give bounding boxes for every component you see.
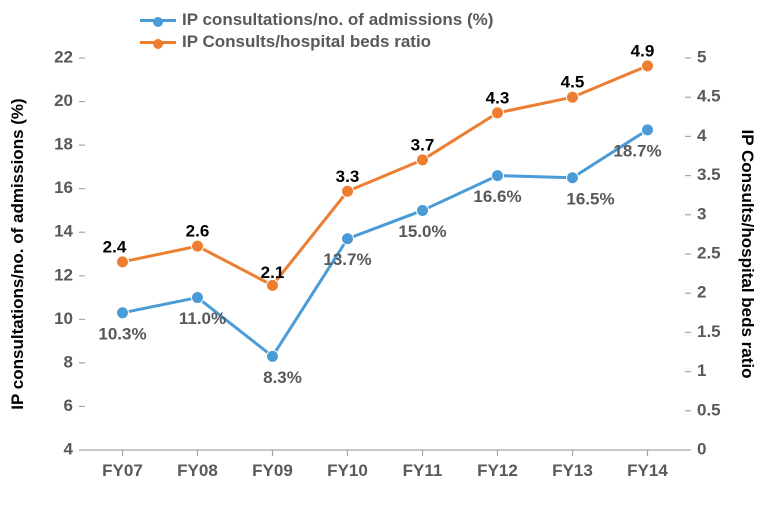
legend-line-icon (140, 19, 176, 22)
y-right-tick-label: 4 (697, 126, 707, 145)
value-label-admissions_pct: 18.7% (613, 141, 661, 160)
y-right-tick-label: 4.5 (697, 87, 721, 106)
value-label-beds_ratio: 2.6 (186, 222, 210, 241)
legend-line-icon (140, 41, 176, 44)
value-label-beds_ratio: 4.9 (631, 41, 655, 60)
legend-marker-icon (153, 17, 163, 27)
legend-label: IP Consults/hospital beds ratio (182, 32, 431, 52)
series-marker-beds_ratio (342, 185, 354, 197)
y-left-tick-label: 8 (64, 352, 73, 371)
value-label-beds_ratio: 4.5 (561, 73, 585, 92)
y-left-tick-label: 22 (54, 47, 73, 66)
series-marker-beds_ratio (117, 256, 129, 268)
series-marker-beds_ratio (567, 91, 579, 103)
x-tick-label: FY08 (177, 461, 218, 480)
y-right-tick-label: 1 (697, 361, 706, 380)
series-marker-admissions_pct (567, 172, 579, 184)
y-right-tick-label: 2.5 (697, 243, 721, 262)
chart-container: 4 6 8 10 12 14 16 18 20 22 0 0.5 1 1.5 2 2.5 3 3.5 4 4.5 5 FY… (0, 0, 765, 505)
x-tick-label: FY12 (477, 461, 518, 480)
legend: IP consultations/no. of admissions (%)IP… (140, 10, 493, 54)
series-marker-admissions_pct (117, 307, 129, 319)
value-label-admissions_pct: 11.0% (179, 309, 226, 328)
x-tick-label: FY11 (403, 461, 443, 480)
value-label-beds_ratio: 2.4 (103, 237, 127, 256)
x-tick-label: FY07 (102, 461, 143, 480)
legend-item: IP consultations/no. of admissions (%) (140, 10, 493, 30)
x-tick-label: FY14 (627, 461, 668, 480)
y-right-tick-label: 3 (697, 204, 706, 223)
value-label-beds_ratio: 4.3 (486, 88, 510, 107)
legend-item: IP Consults/hospital beds ratio (140, 32, 493, 52)
series-marker-beds_ratio (642, 60, 654, 72)
y-left-tick-label: 4 (64, 439, 74, 458)
chart-svg: 4 6 8 10 12 14 16 18 20 22 0 0.5 1 1.5 2 2.5 3 3.5 4 4.5 5 FY… (0, 0, 765, 505)
x-tick-label: FY13 (552, 461, 593, 480)
value-label-admissions_pct: 8.3% (263, 368, 302, 387)
value-label-admissions_pct: 16.6% (473, 187, 521, 206)
y-axis-left-title: IP consultations/no. of admissions (%) (8, 98, 28, 409)
value-label-beds_ratio: 3.7 (411, 135, 435, 154)
value-label-admissions_pct: 15.0% (398, 222, 446, 241)
value-label-admissions_pct: 10.3% (98, 324, 146, 343)
y-left-tick-label: 14 (54, 222, 73, 241)
value-label-beds_ratio: 2.1 (261, 263, 285, 282)
y-axis-right-title: IP Consults/hospital beds ratio (737, 129, 757, 378)
series-marker-beds_ratio (192, 240, 204, 252)
y-right-tick-label: 0.5 (697, 400, 721, 419)
series-marker-admissions_pct (417, 204, 429, 216)
y-left-tick-label: 12 (54, 265, 73, 284)
legend-marker-icon (153, 39, 163, 49)
value-label-beds_ratio: 3.3 (336, 167, 360, 186)
value-label-admissions_pct: 16.5% (566, 189, 614, 208)
value-label-admissions_pct: 13.7% (323, 250, 371, 269)
series-marker-admissions_pct (192, 292, 204, 304)
y-right-tick-label: 5 (697, 47, 706, 66)
legend-label: IP consultations/no. of admissions (%) (182, 10, 493, 30)
y-left-tick-label: 6 (64, 396, 73, 415)
y-right-tick-label: 2 (697, 283, 706, 302)
series-marker-beds_ratio (417, 154, 429, 166)
y-right-tick-label: 1.5 (697, 322, 721, 341)
series-marker-admissions_pct (267, 350, 279, 362)
series-marker-admissions_pct (642, 124, 654, 136)
series-marker-beds_ratio (492, 107, 504, 119)
x-tick-label: FY10 (327, 461, 368, 480)
series-marker-admissions_pct (492, 170, 504, 182)
x-tick-label: FY09 (252, 461, 293, 480)
y-right-tick-label: 3.5 (697, 165, 721, 184)
y-left-tick-label: 16 (54, 178, 73, 197)
y-left-tick-label: 20 (54, 91, 73, 110)
y-left-tick-label: 10 (54, 309, 73, 328)
series-marker-admissions_pct (342, 233, 354, 245)
y-left-tick-label: 18 (54, 135, 73, 154)
y-right-tick-label: 0 (697, 439, 706, 458)
